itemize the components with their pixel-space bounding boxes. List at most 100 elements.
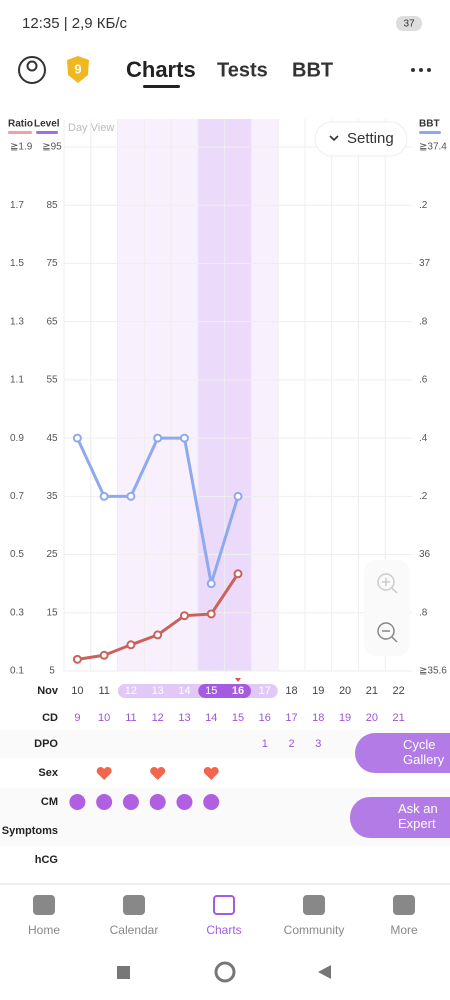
fertile-shade xyxy=(251,119,279,671)
bbt-tick-label: ≧35.6 xyxy=(419,666,447,677)
row-label: Symptoms xyxy=(2,825,58,837)
point xyxy=(179,611,189,621)
cm-icon xyxy=(69,794,86,810)
point xyxy=(126,491,136,501)
ratio-tick-label: 0.3 xyxy=(10,607,24,618)
ratio-tick-label: 0.1 xyxy=(10,666,24,677)
nav-label[interactable]: More xyxy=(390,923,418,937)
date: 12 xyxy=(125,685,137,697)
cd: 13 xyxy=(178,712,190,724)
cd: 16 xyxy=(259,712,271,724)
plot: ≧95 85 75 65 55 45 35 25 15 5 ≧1.9 1.7 1.5 1.3 1.1 0.9 0… xyxy=(10,119,447,677)
point xyxy=(153,630,163,640)
tab[interactable]: Tests xyxy=(217,59,268,81)
nav-label[interactable]: Charts xyxy=(206,923,241,937)
sys-recent[interactable] xyxy=(117,966,130,979)
nav-icon[interactable] xyxy=(393,895,415,915)
cm-icon xyxy=(122,794,139,810)
setting-button[interactable] xyxy=(314,121,408,157)
tabs: Charts Tests BBT xyxy=(126,57,333,88)
ovulation-shade xyxy=(224,119,252,671)
tab-underline xyxy=(143,85,180,88)
level-key xyxy=(36,131,58,134)
date: 17 xyxy=(259,685,271,697)
point xyxy=(99,650,109,660)
zoom-out-icon xyxy=(382,630,398,643)
menu-dot[interactable] xyxy=(427,68,431,72)
point xyxy=(72,433,82,443)
row-label: Sex xyxy=(38,767,58,779)
row-label: DPO xyxy=(34,738,58,750)
level-tick-label: 35 xyxy=(46,491,58,502)
date: 21 xyxy=(366,685,378,697)
point xyxy=(233,569,243,579)
nav-icon[interactable] xyxy=(303,895,325,915)
nav-label[interactable]: Calendar xyxy=(110,923,159,937)
zoom-out[interactable] xyxy=(377,622,395,640)
nav-icon[interactable] xyxy=(33,895,55,915)
status-time: 12:35 | 2,9 КБ/с xyxy=(22,15,128,32)
level-tick-label: 85 xyxy=(46,200,58,211)
menu-dot[interactable] xyxy=(411,68,415,72)
fertile-shade xyxy=(117,119,145,671)
ovulation-shade xyxy=(197,119,225,671)
cd: 17 xyxy=(285,712,297,724)
dpo: 2 xyxy=(288,738,294,750)
fertile-shade xyxy=(171,119,198,671)
bbt-tick-label: .2 xyxy=(419,491,428,502)
sys-back[interactable] xyxy=(318,965,331,979)
bbt-axis-label: BBT xyxy=(419,119,440,130)
cm-icon xyxy=(96,794,113,810)
tab[interactable]: BBT xyxy=(292,59,333,81)
fertile-pill xyxy=(117,684,278,698)
point xyxy=(99,491,109,501)
battery-icon xyxy=(396,16,422,31)
ask-expert-button[interactable]: Ask an Expert xyxy=(350,797,450,838)
zoom-panel xyxy=(364,560,410,656)
avatar[interactable] xyxy=(18,56,46,84)
bbt-tick-label: 36 xyxy=(419,549,431,560)
nav-icon[interactable] xyxy=(213,895,235,915)
zoom-in[interactable] xyxy=(377,573,395,591)
ratio-tick-label: 0.5 xyxy=(10,549,24,560)
tab[interactable]: Charts xyxy=(126,57,196,82)
date: 13 xyxy=(152,685,164,697)
row-label: CM xyxy=(41,796,58,808)
cd: 20 xyxy=(366,712,378,724)
sys-home[interactable] xyxy=(214,961,236,983)
menu-dot[interactable] xyxy=(419,68,423,72)
date: 11 xyxy=(98,685,109,697)
level-axis-label: Level xyxy=(34,119,60,130)
cd: 9 xyxy=(74,712,80,724)
cycle-gallery-label: Cycle Gallery xyxy=(403,737,445,767)
row-label: Nov xyxy=(37,685,59,697)
cd: 19 xyxy=(339,712,351,724)
level-tick-label: 45 xyxy=(46,433,58,444)
cd: 15 xyxy=(232,712,244,724)
point xyxy=(179,433,189,443)
badge-level: 9 xyxy=(74,61,81,76)
cycle-gallery-button[interactable]: Cycle Gallery xyxy=(355,733,450,773)
ratio-tick-label: 1.5 xyxy=(10,258,24,269)
bbt-key xyxy=(419,131,441,134)
level-tick-label: 15 xyxy=(46,607,58,618)
nav-label[interactable]: Community xyxy=(284,923,345,937)
ratio-tick-label: 0.7 xyxy=(10,491,24,502)
nav-label[interactable]: Home xyxy=(28,923,60,937)
cd: 18 xyxy=(312,712,324,724)
bottom-nav: Home Calendar Charts Community More xyxy=(28,895,418,937)
cd: 12 xyxy=(152,712,164,724)
bbt-tick-label: .8 xyxy=(419,316,428,327)
point xyxy=(126,640,136,650)
point xyxy=(206,579,216,589)
cd: 21 xyxy=(392,712,404,724)
badge-shield[interactable] xyxy=(67,56,89,83)
setting-label: Setting xyxy=(347,130,394,147)
ratio-tick-label: 1.3 xyxy=(10,316,24,327)
bbt-tick-label: .6 xyxy=(419,375,428,386)
date: 14 xyxy=(178,685,190,697)
ratio-key xyxy=(8,131,32,134)
nav-icon[interactable] xyxy=(123,895,145,915)
today-marker xyxy=(235,678,241,682)
